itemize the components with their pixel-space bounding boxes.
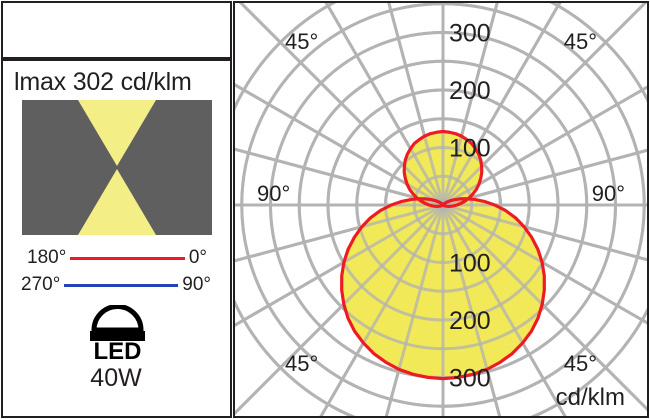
polar-plot: 100 200 300 100 200 300 45° 45° 90° 90° 45° 45° cd/k… (235, 3, 647, 416)
legend-left-label-0: 180° (27, 247, 67, 268)
polar-labels: 100 200 300 100 200 300 45° 45° 90° 90° 45° 45° cd/k… (257, 20, 625, 412)
led-text: LED (94, 338, 142, 360)
wattage-label: 40W (90, 364, 142, 392)
angle-label-45-bottom-right: 45° (564, 351, 597, 376)
unit-label: cd/klm (556, 384, 625, 411)
legend-right-label-1: 90° (182, 274, 211, 295)
led-badge: LED (80, 305, 155, 360)
legend-left-label-1: 270° (21, 274, 61, 295)
radial-tick-upper-300: 300 (449, 20, 491, 48)
radial-tick-upper-100: 100 (449, 135, 491, 163)
legend-right-label-0: 0° (188, 247, 207, 268)
angle-label-90-left: 90° (257, 181, 290, 206)
beam-distribution-figure (22, 100, 212, 235)
lmax-label: lmax 302 cd/klm (14, 68, 192, 96)
radial-tick-lower-200: 200 (449, 307, 491, 335)
angle-label-45-bottom-left: 45° (285, 351, 318, 376)
angle-label-90-right: 90° (592, 181, 625, 206)
legend-line-red (70, 256, 185, 260)
legend-line-blue (64, 283, 179, 287)
angle-label-45-top-right: 45° (564, 29, 597, 54)
led-lamp-icon: LED (90, 305, 145, 360)
radial-tick-upper-200: 200 (449, 77, 491, 105)
angle-label-45-top-left: 45° (285, 29, 318, 54)
legend-row-c0-c180: 180° 0° (27, 245, 207, 271)
polar-curves (235, 3, 647, 416)
legend-row-c90-c270: 270° 90° (21, 272, 211, 298)
beam-distribution-icon (22, 100, 212, 235)
header-box (1, 1, 232, 59)
radial-tick-lower-100: 100 (449, 250, 491, 278)
radial-tick-lower-300: 300 (449, 365, 491, 393)
